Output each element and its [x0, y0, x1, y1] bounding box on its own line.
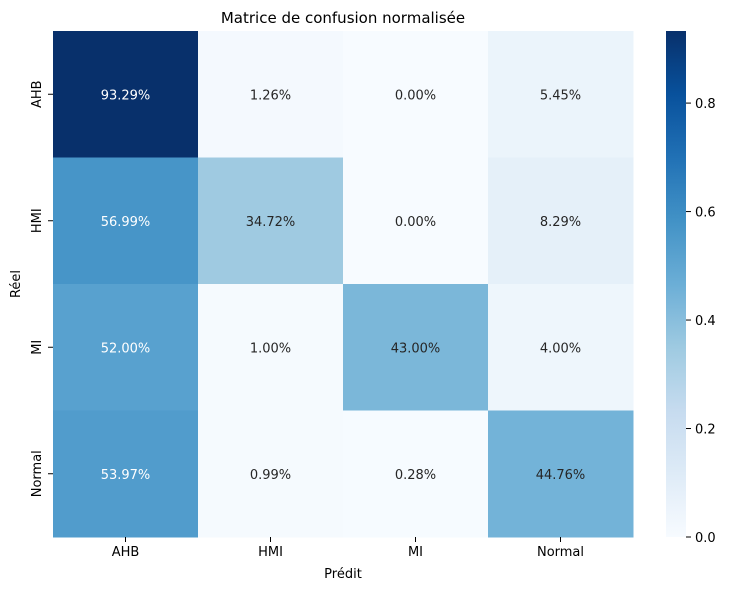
heatmap-cell [488, 157, 634, 285]
heatmap-cell-label: 56.99% [101, 215, 151, 230]
heatmap-cell [53, 31, 199, 158]
heatmap-cell [343, 157, 489, 285]
heatmap-cell-label: 52.00% [101, 341, 151, 356]
heatmap-cell [198, 410, 344, 538]
colorbar-tick-label: 0.4 [695, 314, 716, 329]
heatmap-cell-label: 1.26% [250, 88, 291, 103]
heatmap-cell [198, 31, 344, 158]
chart-title: Matrice de confusion normalisée [221, 9, 465, 27]
heatmap-cell-label: 44.76% [536, 468, 586, 483]
heatmap-cell-label: 0.99% [250, 468, 291, 483]
heatmap-cell-label: 53.97% [101, 468, 151, 483]
colorbar-tick-label: 0.0 [695, 531, 716, 546]
heatmap-cell-label: 1.00% [250, 341, 291, 356]
heatmap-cell [343, 31, 489, 158]
heatmap-cell-label: 0.00% [395, 215, 436, 230]
colorbar-ticks: 0.0 0.2 0.4 0.6 0.8 [686, 97, 716, 546]
heatmap-cell [53, 157, 199, 285]
y-tick-label: MI [30, 340, 45, 355]
heatmap-cell [198, 157, 344, 285]
heatmap-cell-label: 43.00% [391, 341, 441, 356]
heatmap-cell-label: 5.45% [540, 88, 581, 103]
heatmap-cell [488, 31, 634, 158]
colorbar [666, 31, 686, 537]
colorbar-tick-label: 0.6 [695, 206, 716, 221]
heatmap-cell-label: 0.00% [395, 88, 436, 103]
heatmap-cell-labels: 93.29% 1.26% 0.00% 5.45% 56.99% 34.72% 0.00% 8.… [101, 88, 586, 483]
heatmap-cell [488, 284, 634, 411]
colorbar-tick-label: 0.2 [695, 423, 716, 438]
x-tick-label: HMI [258, 545, 283, 560]
heatmap-cell-label: 0.28% [395, 468, 436, 483]
heatmap-cell [343, 284, 489, 411]
x-tick-label: AHB [112, 545, 140, 560]
x-tick-label: Normal [537, 545, 584, 560]
colorbar-tick-label: 0.8 [695, 97, 716, 112]
heatmap-cells [53, 31, 634, 538]
x-axis-label: Prédit [324, 567, 362, 582]
y-tick-label: HMI [30, 208, 45, 233]
y-tick-label: Normal [30, 450, 45, 497]
y-axis-label: Réel [9, 270, 24, 298]
heatmap-cell [198, 284, 344, 411]
heatmap-cell-label: 8.29% [540, 215, 581, 230]
heatmap-cell [343, 410, 489, 538]
heatmap-cell [488, 410, 634, 538]
heatmap-cell-label: 34.72% [246, 215, 296, 230]
heatmap-cell-label: 4.00% [540, 341, 581, 356]
heatmap-cell [53, 284, 199, 411]
heatmap-cell [53, 410, 199, 538]
heatmap-cell-label: 93.29% [101, 88, 151, 103]
x-tick-label: MI [408, 545, 423, 560]
x-axis-ticks: AHB HMI MI Normal [112, 537, 584, 560]
y-axis-ticks: AHB HMI MI Normal [30, 80, 53, 497]
y-tick-label: AHB [30, 80, 45, 108]
